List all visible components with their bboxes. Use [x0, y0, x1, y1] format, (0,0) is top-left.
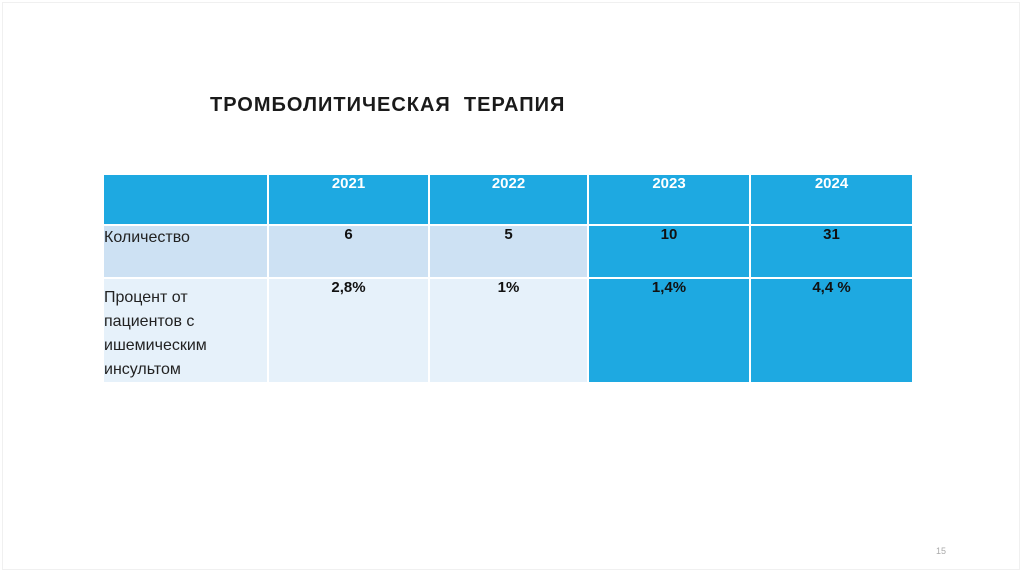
header-cell-2024: 2024	[749, 173, 914, 226]
cell-percent-2022: 1%	[428, 277, 589, 384]
slide-title: ТРОМБОЛИТИЧЕСКАЯ ТЕРАПИЯ	[210, 94, 566, 116]
row-label-count: Количество	[102, 224, 269, 279]
page-number: 15	[936, 546, 947, 556]
cell-count-2021: 6	[267, 224, 430, 279]
cell-percent-2021: 2,8%	[267, 277, 430, 384]
header-cell-2023: 2023	[587, 173, 751, 226]
header-cell-empty	[102, 173, 269, 226]
cell-percent-2024: 4,4 %	[749, 277, 914, 384]
cell-count-2024: 31	[749, 224, 914, 279]
cell-count-2022: 5	[428, 224, 589, 279]
table-header-row: 2021 2022 2023 2024	[102, 173, 914, 226]
cell-count-2023: 10	[587, 224, 751, 279]
header-cell-2022: 2022	[428, 173, 589, 226]
table-row-count: Количество 6 5 10 31	[102, 224, 914, 279]
row-label-percent: Процент от пациентов с ишемическим инсул…	[102, 277, 269, 384]
table-row-percent: Процент от пациентов с ишемическим инсул…	[102, 277, 914, 384]
cell-percent-2023: 1,4%	[587, 277, 751, 384]
header-cell-2021: 2021	[267, 173, 430, 226]
thrombolytic-therapy-table: 2021 2022 2023 2024 Количество 6 5 10 31…	[102, 173, 914, 384]
